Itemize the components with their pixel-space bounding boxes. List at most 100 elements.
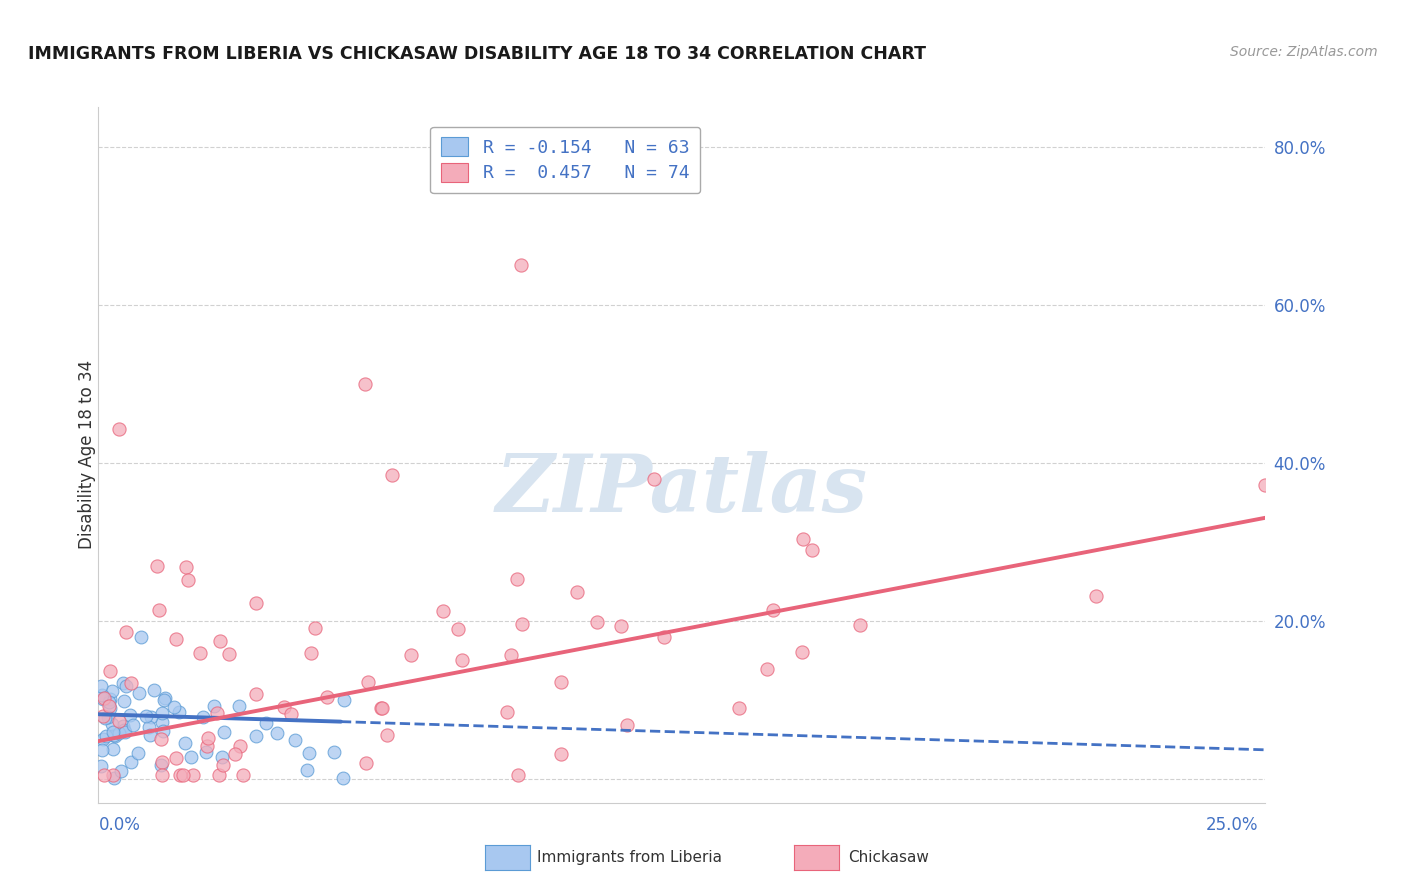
Point [93, 690, 115, 705]
Point [108, 714, 131, 728]
Point [91, 692, 114, 706]
Point [229, 739, 252, 753]
Point [114, 625, 136, 640]
Point [120, 755, 142, 769]
Point [108, 422, 131, 436]
Point [93, 768, 115, 782]
Point [172, 768, 194, 782]
Point [245, 596, 267, 610]
Point [510, 258, 533, 272]
Point [112, 694, 135, 708]
Point [205, 706, 228, 721]
Point [755, 662, 778, 676]
Point [211, 757, 233, 772]
Point [150, 714, 173, 729]
Text: Chickasaw: Chickasaw [848, 850, 929, 864]
Point [145, 558, 167, 573]
Point [115, 679, 138, 693]
Point [98, 664, 121, 678]
Point [98, 692, 121, 706]
Point [150, 768, 173, 782]
Point [284, 732, 307, 747]
Point [90, 679, 112, 693]
Point [304, 621, 326, 635]
Point [94, 729, 117, 743]
Point [332, 772, 354, 786]
Point [381, 467, 404, 482]
Point [181, 768, 204, 782]
Point [280, 706, 302, 721]
Point [1254, 478, 1277, 492]
Point [91, 708, 114, 723]
Point [256, 716, 278, 731]
Point [208, 768, 231, 782]
Point [224, 747, 246, 761]
Point [652, 630, 675, 644]
Point [399, 648, 422, 663]
Point [103, 728, 125, 742]
Point [150, 732, 173, 747]
Point [245, 687, 267, 701]
Point [228, 699, 250, 714]
Legend: R = -0.154   N = 63, R =  0.457   N = 74: R = -0.154 N = 63, R = 0.457 N = 74 [430, 127, 700, 194]
Point [91, 731, 114, 746]
Point [111, 676, 134, 690]
Point [371, 701, 394, 715]
Point [153, 691, 176, 706]
Point [148, 603, 170, 617]
Point [849, 618, 872, 632]
Point [97, 695, 120, 709]
Point [150, 756, 173, 770]
Point [728, 701, 751, 715]
Point [501, 648, 523, 662]
Text: Immigrants from Liberia: Immigrants from Liberia [537, 850, 723, 864]
Point [273, 699, 295, 714]
Point [108, 726, 131, 740]
Point [332, 692, 354, 706]
Point [139, 710, 162, 724]
Point [173, 736, 195, 750]
Point [202, 699, 225, 714]
Point [790, 645, 813, 659]
Text: IMMIGRANTS FROM LIBERIA VS CHICKASAW DISABILITY AGE 18 TO 34 CORRELATION CHART: IMMIGRANTS FROM LIBERIA VS CHICKASAW DIS… [28, 45, 927, 62]
Point [127, 747, 149, 761]
Point [299, 646, 322, 660]
Point [761, 602, 783, 616]
Point [180, 750, 202, 764]
Point [150, 757, 173, 772]
Point [801, 542, 824, 557]
Text: 25.0%: 25.0% [1206, 816, 1258, 834]
Point [354, 756, 377, 771]
Point [506, 572, 529, 586]
Point [295, 764, 318, 778]
Point [191, 710, 214, 724]
Point [112, 723, 135, 738]
Point [510, 616, 533, 631]
Point [177, 573, 200, 587]
Point [96, 710, 118, 724]
Point [165, 632, 187, 646]
Point [167, 705, 190, 719]
Point [565, 584, 588, 599]
Point [447, 622, 470, 636]
Point [150, 706, 173, 720]
Point [101, 725, 124, 739]
Text: ZIPatlas: ZIPatlas [496, 451, 868, 528]
Point [195, 739, 218, 753]
Point [195, 745, 218, 759]
Point [98, 698, 121, 713]
Point [120, 676, 142, 690]
Point [174, 559, 197, 574]
Point [138, 720, 160, 734]
Point [142, 682, 165, 697]
Point [432, 604, 454, 618]
Point [508, 768, 530, 782]
Point [266, 726, 288, 740]
Point [90, 688, 112, 702]
Point [357, 674, 380, 689]
Point [643, 471, 665, 485]
Point [103, 768, 125, 782]
Point [212, 724, 235, 739]
Point [323, 745, 346, 759]
Point [110, 764, 132, 778]
